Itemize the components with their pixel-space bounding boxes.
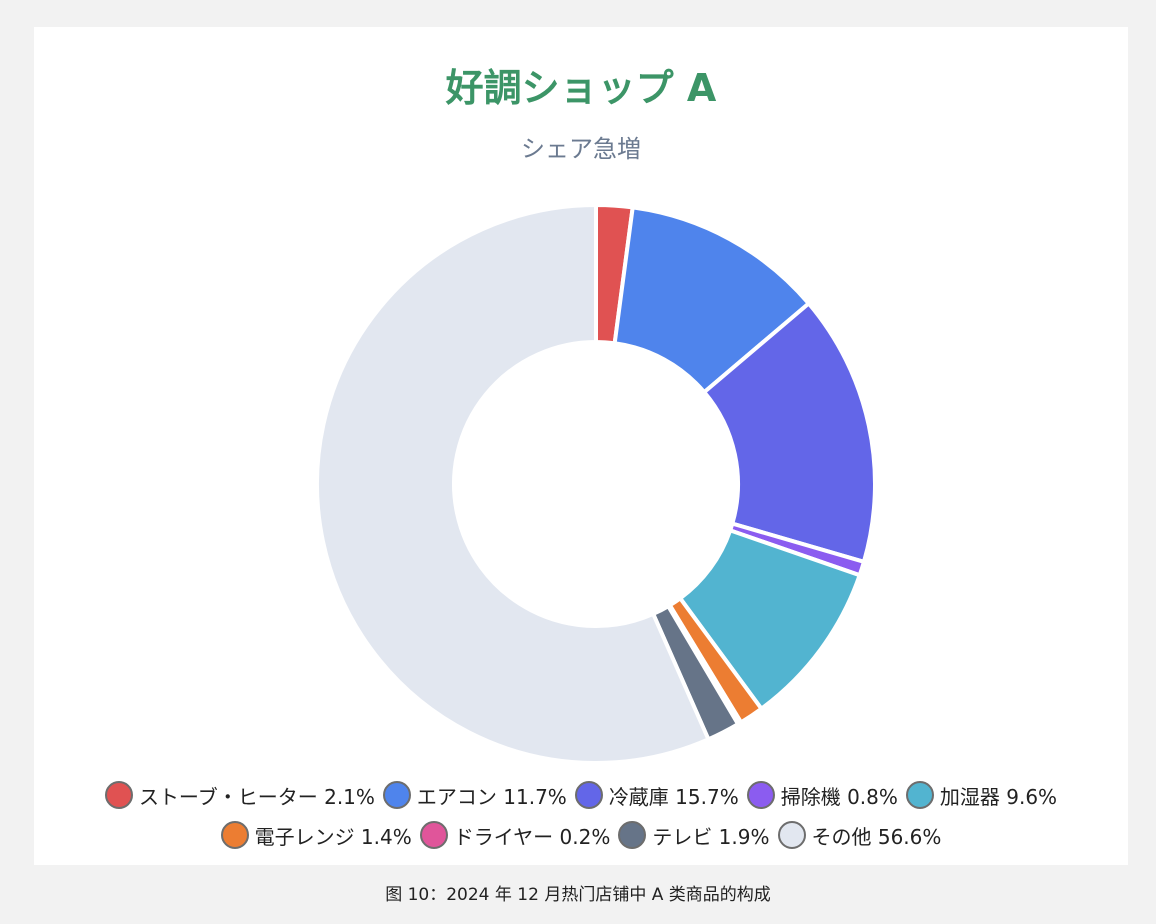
chart-subtitle: シェア急増 bbox=[521, 135, 641, 163]
donut-chart bbox=[315, 202, 877, 765]
legend-label: ドライヤー 0.2% bbox=[453, 824, 611, 849]
legend-swatch-icon bbox=[574, 781, 603, 809]
legend-label: 加湿器 9.6% bbox=[939, 784, 1058, 809]
legend-item[interactable]: エアコン 11.7% bbox=[382, 781, 567, 810]
legend-item[interactable]: その他 56.6% bbox=[777, 821, 942, 850]
legend-label: ストーブ・ヒーター 2.1% bbox=[138, 784, 375, 809]
legend-swatch-icon bbox=[220, 821, 249, 849]
legend-label: テレビ 1.9% bbox=[652, 824, 770, 849]
legend-label: その他 56.6% bbox=[811, 824, 942, 849]
legend-item[interactable]: ストーブ・ヒーター 2.1% bbox=[104, 781, 375, 810]
legend-swatch-icon bbox=[419, 821, 448, 849]
legend-swatch-icon bbox=[104, 781, 133, 809]
legend-item[interactable]: ドライヤー 0.2% bbox=[419, 821, 611, 850]
legend-item[interactable]: テレビ 1.9% bbox=[618, 821, 770, 850]
chart-title: 好調ショップ A bbox=[445, 66, 717, 110]
donut-slice[interactable] bbox=[701, 300, 877, 565]
legend-swatch-icon bbox=[905, 781, 934, 809]
legend-row-2: 電子レンジ 1.4% ドライヤー 0.2% テレビ 1.9% その他 56.6% bbox=[34, 815, 1128, 855]
legend-item[interactable]: 冷蔵庫 15.7% bbox=[574, 781, 739, 810]
legend-swatch-icon bbox=[777, 821, 806, 849]
legend-swatch-icon bbox=[618, 821, 647, 849]
figure-caption: 图 10：2024 年 12 月热门店铺中 A 类商品的构成 bbox=[385, 885, 771, 905]
legend-swatch-icon bbox=[382, 781, 411, 809]
legend-label: 掃除機 0.8% bbox=[780, 784, 898, 809]
chart-card: 好調ショップ A シェア急増 ストーブ・ヒーター 2.1% エアコン 11.7% 冷… bbox=[34, 27, 1128, 865]
legend-swatch-icon bbox=[746, 781, 775, 809]
legend-label: 冷蔵庫 15.7% bbox=[608, 784, 739, 809]
chart-legend: ストーブ・ヒーター 2.1% エアコン 11.7% 冷蔵庫 15.7% 掃除機 0.8… bbox=[34, 775, 1128, 855]
legend-row-1: ストーブ・ヒーター 2.1% エアコン 11.7% 冷蔵庫 15.7% 掃除機 0.8… bbox=[34, 775, 1128, 815]
donut-slice[interactable] bbox=[315, 202, 712, 765]
legend-label: エアコン 11.7% bbox=[416, 784, 567, 809]
legend-item[interactable]: 掃除機 0.8% bbox=[746, 781, 898, 810]
legend-label: 電子レンジ 1.4% bbox=[254, 824, 412, 849]
legend-item[interactable]: 電子レンジ 1.4% bbox=[220, 821, 412, 850]
legend-item[interactable]: 加湿器 9.6% bbox=[905, 781, 1058, 810]
